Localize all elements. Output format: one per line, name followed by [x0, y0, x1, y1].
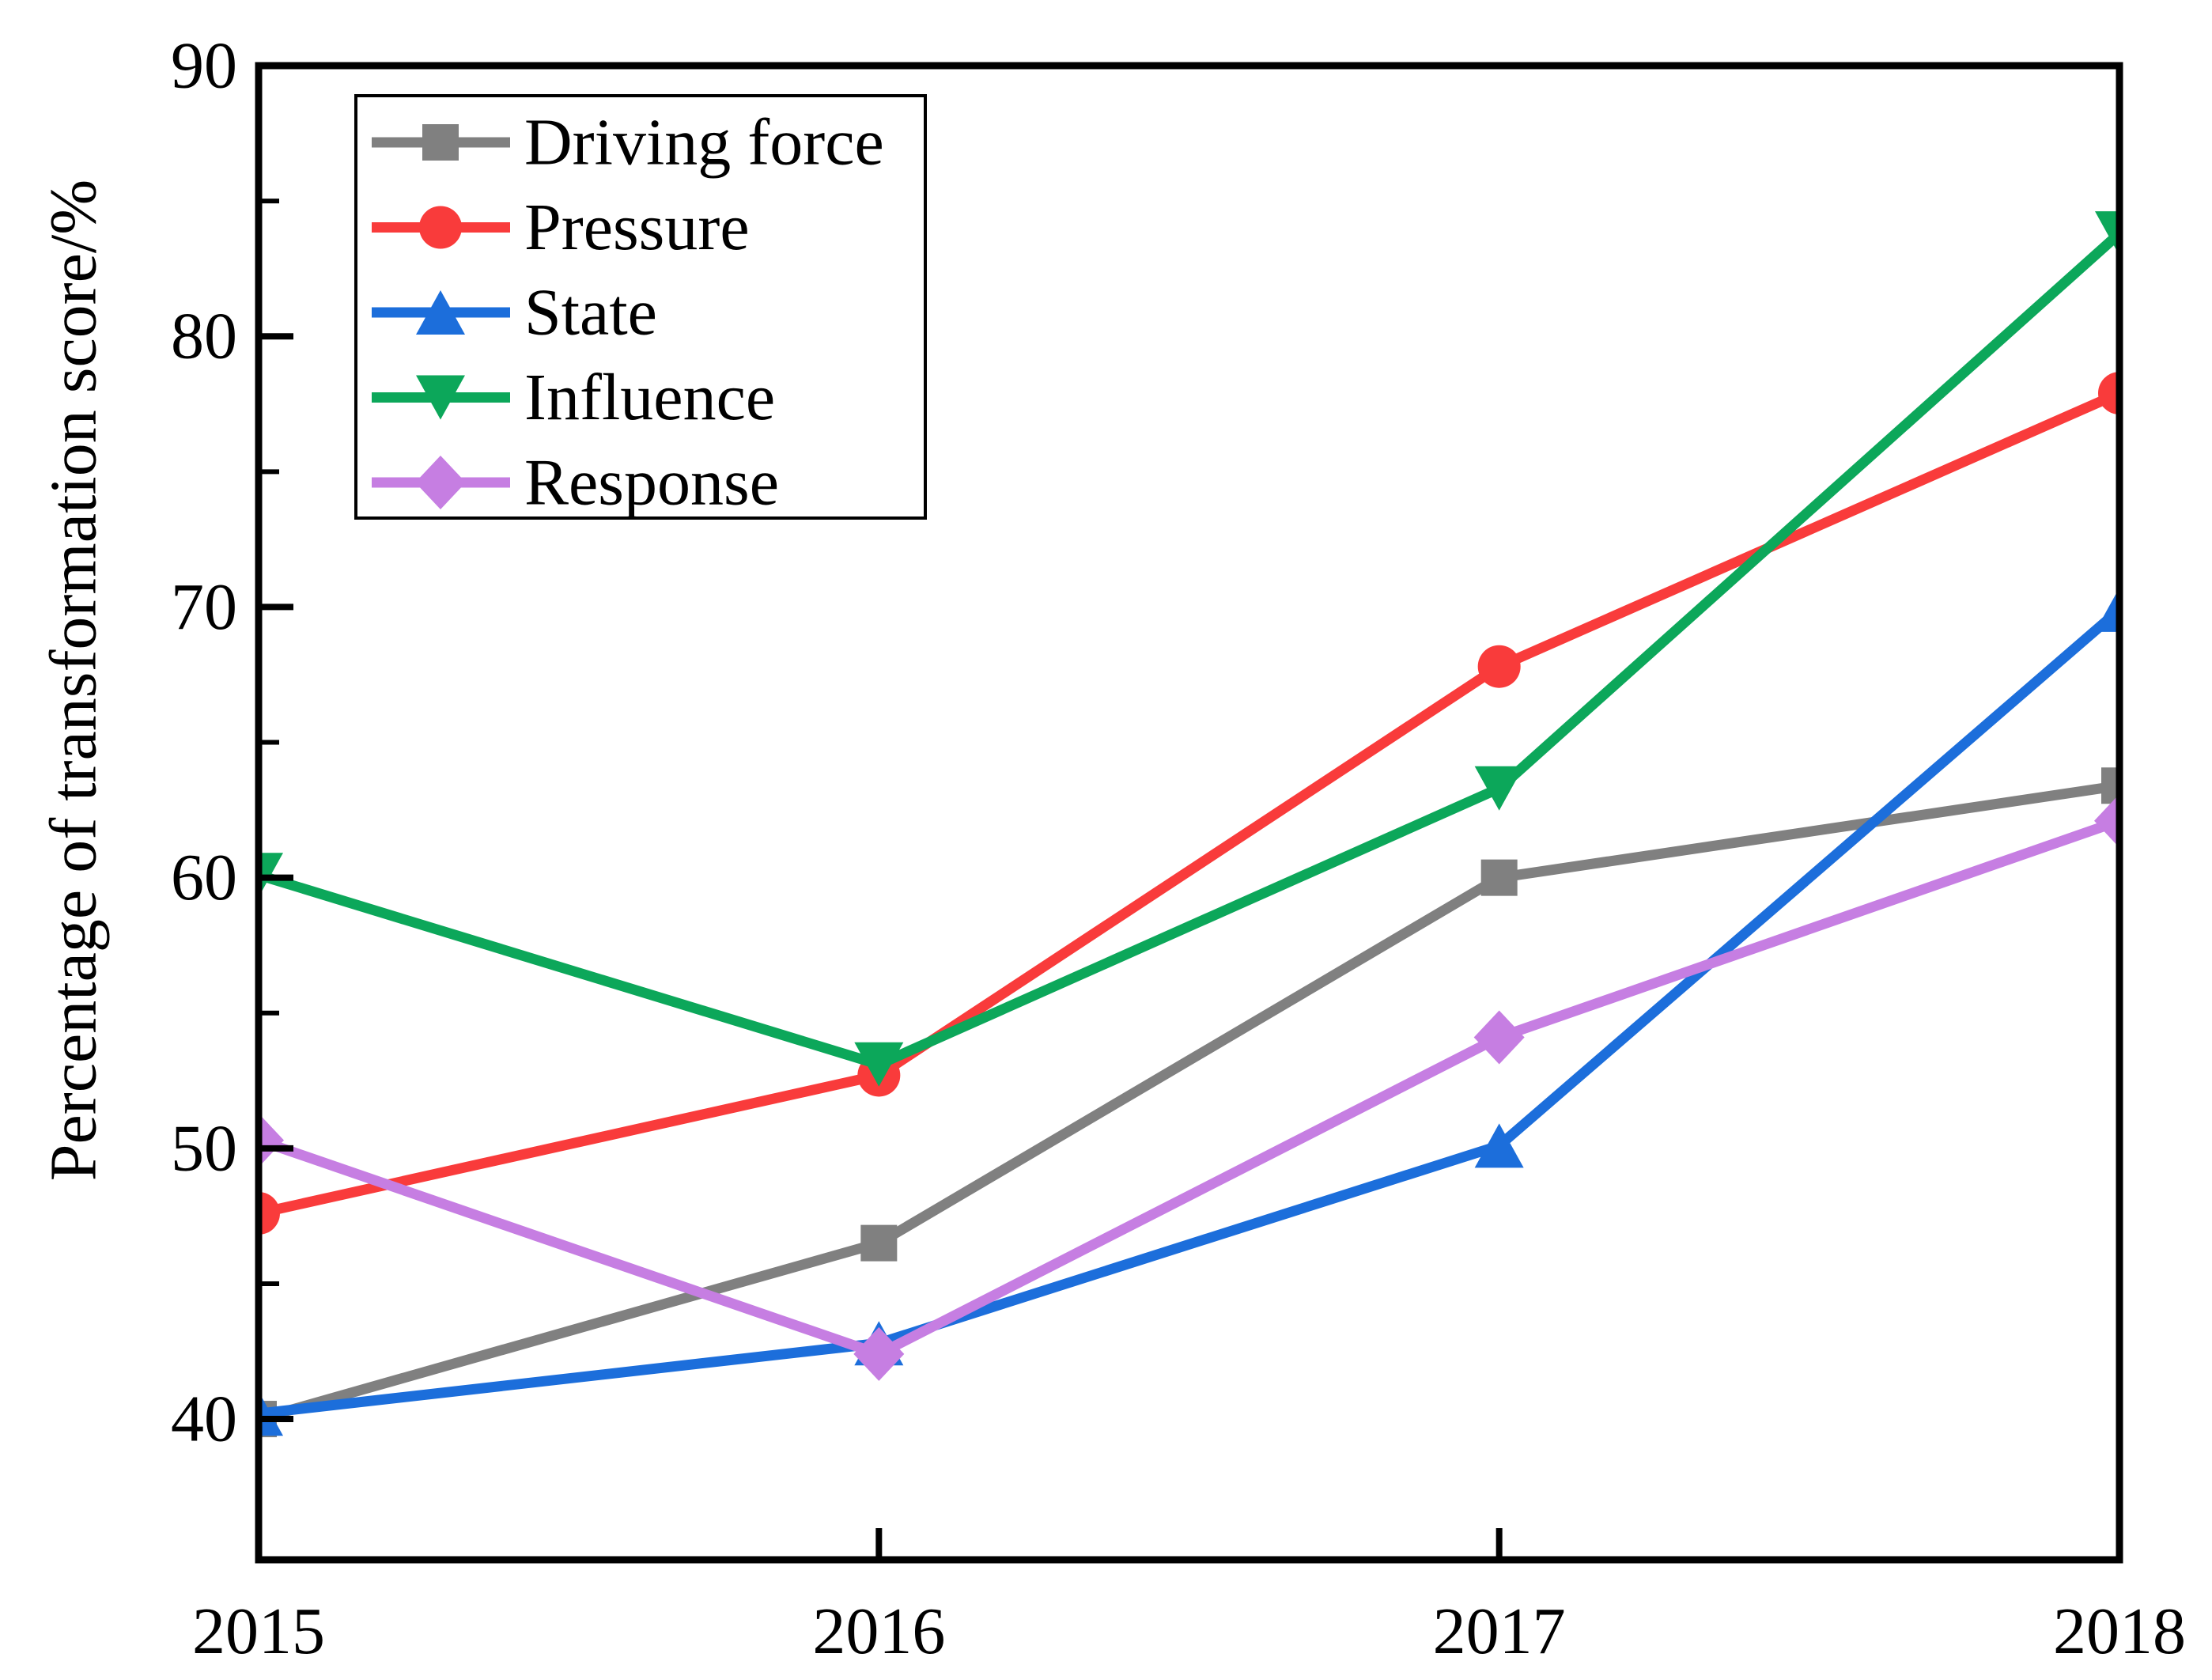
- marker-state: [259, 1391, 283, 1436]
- marker-response: [2094, 793, 2119, 848]
- marker-response: [1473, 1010, 1525, 1065]
- legend-label: State: [524, 276, 657, 350]
- marker-influence: [1474, 766, 1524, 811]
- legend-label: Influence: [524, 361, 775, 434]
- y-tick-label: 80: [171, 300, 237, 373]
- series-line-pressure: [259, 388, 2119, 1219]
- legend-marker-driving-force: [422, 124, 459, 161]
- legend-label: Response: [524, 446, 779, 520]
- x-tick-label: 2017: [1433, 1595, 1566, 1668]
- x-tick-label: 2018: [2053, 1595, 2186, 1668]
- legend-label: Driving force: [524, 106, 884, 180]
- y-tick-label: 50: [171, 1111, 237, 1185]
- plot-border: [255, 62, 2123, 1564]
- legend-marker-response: [415, 456, 466, 509]
- x-tick-label: 2016: [812, 1595, 945, 1668]
- marker-driving-force: [860, 1224, 898, 1262]
- marker-pressure: [2098, 372, 2119, 415]
- legend-item-pressure: Pressure: [372, 191, 750, 264]
- y-tick-label: 90: [171, 29, 237, 103]
- marker-response: [259, 1113, 284, 1167]
- y-tick-label: 40: [171, 1383, 237, 1456]
- marker-pressure: [1477, 645, 1521, 688]
- axes-group: 40 50 60 70 80 90 2015 2016 2017 2018: [171, 29, 2186, 1669]
- marker-influence: [854, 1042, 904, 1087]
- y-axis-title: Percentage of transformation score/%: [37, 180, 111, 1181]
- marker-state: [2095, 587, 2119, 632]
- plot-series-group: [259, 211, 2119, 1438]
- series-line-response: [259, 815, 2119, 1360]
- marker-response: [853, 1326, 905, 1381]
- y-tick-label: 70: [171, 570, 237, 644]
- legend-item-influence: Influence: [372, 361, 775, 434]
- legend-item-driving-force: Driving force: [372, 106, 884, 180]
- y-tick-label: 60: [171, 841, 237, 914]
- legend-marker-pressure: [419, 206, 462, 249]
- series-line-driving-force: [259, 780, 2119, 1425]
- marker-driving-force: [1480, 859, 1518, 896]
- legend-label: Pressure: [524, 191, 750, 264]
- series-line-influence: [259, 228, 2119, 1070]
- legend-item-state: State: [372, 276, 657, 350]
- marker-influence: [2095, 211, 2119, 256]
- legend: Driving force Pressure State Influence Respo…: [354, 94, 927, 520]
- marker-pressure: [259, 1191, 280, 1235]
- x-tick-label: 2015: [192, 1595, 325, 1668]
- legend-item-response: Response: [372, 446, 779, 520]
- marker-state: [1474, 1123, 1524, 1168]
- marker-driving-force: [2101, 767, 2119, 804]
- legend-marker-influence: [416, 375, 465, 420]
- legend-marker-state: [416, 290, 465, 335]
- series-line-state: [259, 604, 2119, 1419]
- legend-box: [354, 94, 927, 520]
